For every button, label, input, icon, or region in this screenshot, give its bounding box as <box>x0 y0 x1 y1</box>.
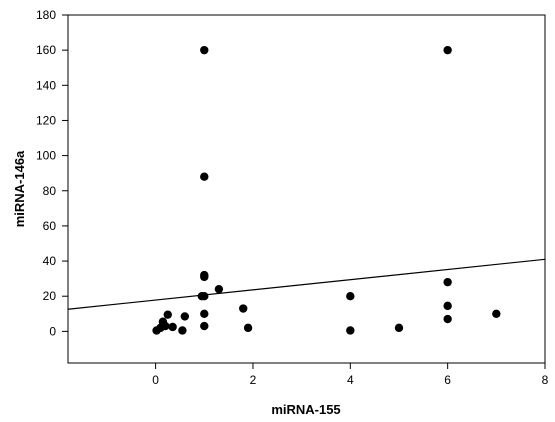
data-point <box>346 292 355 301</box>
data-point <box>161 321 170 331</box>
data-point <box>200 321 209 331</box>
data-point <box>239 304 248 313</box>
x-tick-label: 6 <box>444 373 451 387</box>
y-axis-title: miRNA-146a <box>12 150 27 227</box>
data-point <box>200 172 209 181</box>
data-point <box>443 314 452 324</box>
y-tick-label: 100 <box>36 149 56 163</box>
x-tick-label: 4 <box>347 373 354 387</box>
trendline-layer <box>67 258 546 310</box>
y-tick-label: 80 <box>43 184 57 198</box>
plot-frame <box>67 14 546 364</box>
y-tick-label: 20 <box>43 289 57 303</box>
data-point <box>214 284 224 294</box>
y-tick-label: 140 <box>36 78 56 92</box>
x-tick-label: 2 <box>250 373 257 387</box>
data-point <box>443 45 452 55</box>
x-tick-label: 8 <box>542 373 549 387</box>
data-point <box>168 322 177 332</box>
data-point <box>200 292 209 301</box>
data-point <box>200 45 209 55</box>
data-point <box>492 309 501 318</box>
data-point <box>180 312 190 321</box>
y-tick-label: 180 <box>36 8 56 22</box>
data-point <box>443 277 452 287</box>
y-tick-label: 160 <box>36 43 56 57</box>
trendline <box>67 258 546 310</box>
y-tick-label: 0 <box>49 324 56 338</box>
y-tick-label: 60 <box>43 219 57 233</box>
data-point <box>243 323 253 333</box>
data-point <box>443 301 452 311</box>
x-tick-label: 0 <box>152 373 159 387</box>
data-points <box>152 45 501 335</box>
data-point <box>163 310 172 319</box>
data-point <box>200 272 209 282</box>
y-tick-label: 120 <box>36 113 56 127</box>
data-point <box>394 323 404 333</box>
data-point <box>200 309 209 318</box>
x-axis-title: miRNA-155 <box>271 402 340 417</box>
y-tick-label: 40 <box>43 254 57 268</box>
data-point <box>346 326 355 335</box>
data-point <box>178 326 187 335</box>
